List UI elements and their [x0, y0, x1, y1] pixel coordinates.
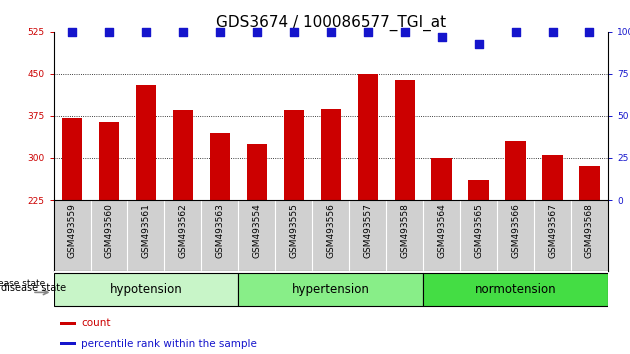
Bar [136, 85, 156, 200]
Point [363, 29, 373, 35]
Point [437, 34, 447, 40]
Bar [99, 121, 119, 200]
Point [399, 29, 410, 35]
Point [215, 29, 225, 35]
Text: disease state: disease state [1, 282, 66, 292]
Text: GSM493566: GSM493566 [511, 204, 520, 258]
Text: GSM493561: GSM493561 [142, 204, 151, 258]
Title: GDS3674 / 100086577_TGI_at: GDS3674 / 100086577_TGI_at [215, 14, 446, 30]
Bar [321, 109, 341, 200]
Text: normotension: normotension [475, 283, 556, 296]
Text: GSM493568: GSM493568 [585, 204, 594, 258]
Text: hypotension: hypotension [110, 283, 182, 296]
Text: GSM493557: GSM493557 [364, 204, 372, 258]
Bar [62, 118, 82, 200]
Text: GSM493564: GSM493564 [437, 204, 446, 258]
Point [510, 29, 520, 35]
Bar [60, 322, 76, 325]
Point [252, 29, 262, 35]
Text: GSM493565: GSM493565 [474, 204, 483, 258]
Point [547, 29, 558, 35]
Text: GSM493558: GSM493558 [400, 204, 409, 258]
Bar [247, 144, 267, 200]
Bar [238, 273, 423, 306]
Bar [432, 158, 452, 200]
Text: GSM493562: GSM493562 [178, 204, 187, 258]
Bar [394, 80, 415, 200]
Bar [469, 181, 489, 200]
Bar [173, 110, 193, 200]
Text: GSM493567: GSM493567 [548, 204, 557, 258]
Text: hypertension: hypertension [292, 283, 370, 296]
Bar [542, 155, 563, 200]
Text: GSM493563: GSM493563 [215, 204, 224, 258]
Text: disease state: disease state [0, 279, 45, 288]
Bar [423, 273, 608, 306]
Bar [580, 166, 600, 200]
Bar [60, 342, 76, 346]
Point [104, 29, 114, 35]
Bar [54, 273, 238, 306]
Text: percentile rank within the sample: percentile rank within the sample [81, 339, 258, 349]
Point [178, 29, 188, 35]
Text: GSM493555: GSM493555 [289, 204, 298, 258]
Bar [358, 74, 378, 200]
Point [141, 29, 151, 35]
Bar [505, 141, 525, 200]
Point [585, 29, 595, 35]
Point [289, 29, 299, 35]
Point [474, 41, 484, 46]
Text: count: count [81, 319, 111, 329]
Text: GSM493560: GSM493560 [105, 204, 113, 258]
Text: GSM493554: GSM493554 [253, 204, 261, 258]
Bar [210, 133, 230, 200]
Point [67, 29, 77, 35]
Bar [284, 110, 304, 200]
Point [326, 29, 336, 35]
Text: GSM493559: GSM493559 [67, 204, 76, 258]
Text: GSM493556: GSM493556 [326, 204, 335, 258]
